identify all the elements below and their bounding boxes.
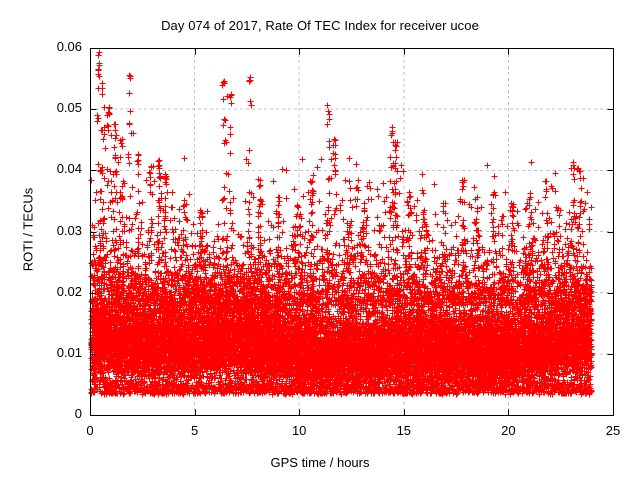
tick-marks: [90, 48, 614, 416]
y-axis-title: ROTI / TECUs: [20, 187, 36, 272]
page-title: Day 074 of 2017, Rate Of TEC Index for r…: [161, 18, 479, 33]
y-tick-label: 0: [74, 406, 82, 421]
x-tick-label: 10: [291, 423, 307, 438]
x-tick-label: 20: [501, 423, 516, 438]
x-tick-label: 0: [86, 423, 94, 438]
y-tick-label: 0.06: [56, 39, 82, 54]
data-points: [88, 49, 595, 398]
y-tick-label: 0.03: [56, 222, 82, 238]
gridlines: [90, 48, 613, 415]
x-tick-label: 25: [605, 423, 621, 438]
x-tick-label: 5: [190, 423, 199, 438]
x-axis-title: GPS time / hours: [270, 455, 370, 470]
y-tick-label: 0.04: [56, 161, 82, 177]
y-tick-label: 0.05: [56, 100, 82, 116]
y-tick-label: 0.01: [56, 344, 82, 360]
x-tick-label: 15: [396, 423, 412, 438]
y-tick-label: 0.02: [56, 283, 82, 299]
